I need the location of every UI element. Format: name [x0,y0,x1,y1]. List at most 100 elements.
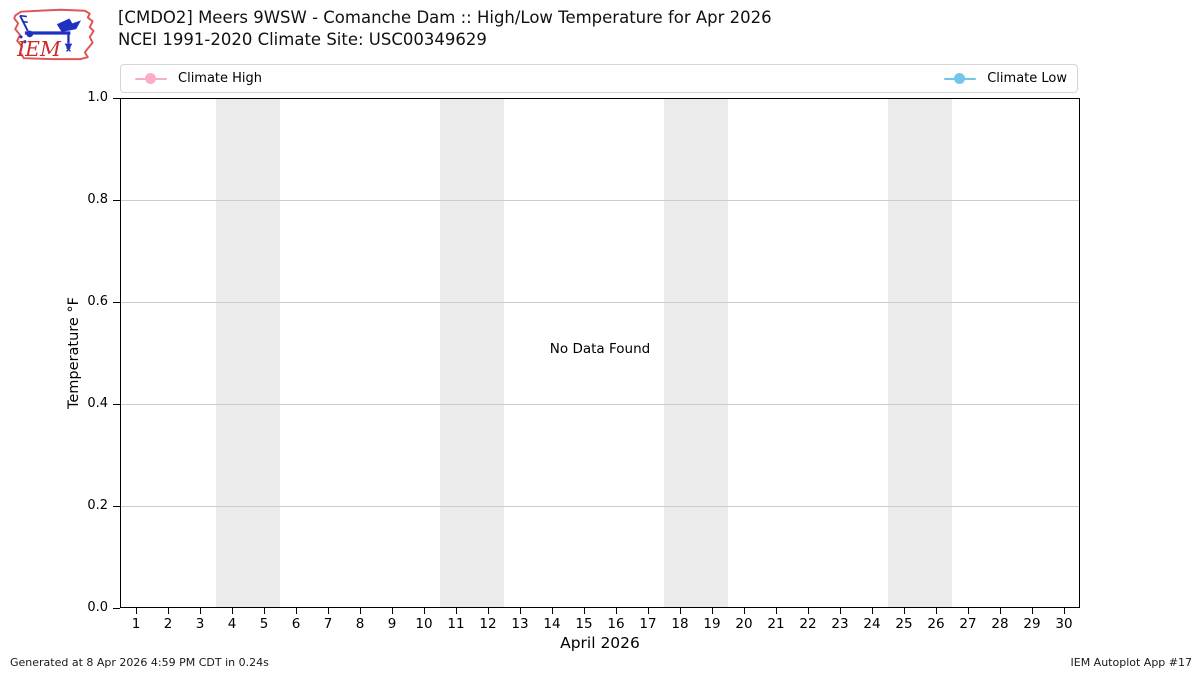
x-tick-label: 17 [639,616,657,632]
x-tick-mark [200,608,201,614]
legend-label-climate-low: Climate Low [987,71,1067,86]
x-tick-mark [328,608,329,614]
x-tick-label: 20 [735,616,753,632]
x-axis-label: April 2026 [560,634,640,652]
y-gridline [121,200,1079,201]
x-tick-label: 30 [1055,616,1073,632]
x-tick-label: 8 [355,616,365,632]
legend-label-climate-high: Climate High [178,71,263,86]
x-tick-mark [712,608,713,614]
generated-timestamp: Generated at 8 Apr 2026 4:59 PM CDT in 0… [10,656,269,669]
x-tick-mark [968,608,969,614]
x-tick-mark [488,608,489,614]
climate-high-marker-icon [135,73,167,85]
x-tick-mark [904,608,905,614]
climate-low-marker-icon [944,73,977,85]
legend-item-climate-high: Climate High [135,71,262,86]
x-tick-label: 2 [163,616,173,632]
x-tick-label: 21 [767,616,785,632]
x-tick-mark [360,608,361,614]
x-tick-label: 4 [227,616,237,632]
x-tick-mark [552,608,553,614]
y-axis-label: Temperature °F [66,296,82,410]
climate-low-dot [954,73,966,84]
chart-title-block: [CMDO2] Meers 9WSW - Comanche Dam :: Hig… [118,7,772,51]
y-tick-label: 0.6 [87,293,108,309]
weekend-shade-band [664,99,728,607]
x-tick-mark [840,608,841,614]
x-tick-label: 10 [415,616,433,632]
x-tick-mark [776,608,777,614]
x-tick-mark [648,608,649,614]
x-tick-label: 16 [607,616,625,632]
y-tick-mark [113,608,120,609]
x-tick-label: 29 [1023,616,1041,632]
x-tick-mark [264,608,265,614]
chart-subtitle: NCEI 1991-2020 Climate Site: USC00349629 [118,30,487,49]
x-tick-mark [1064,608,1065,614]
y-gridline [121,506,1079,507]
y-tick-label: 0.0 [87,599,108,615]
x-tick-label: 13 [511,616,529,632]
y-tick-label: 0.8 [87,191,108,207]
x-tick-mark [808,608,809,614]
x-tick-mark [680,608,681,614]
autoplot-app-credit: IEM Autoplot App #17 [1070,656,1193,669]
x-tick-label: 23 [831,616,849,632]
no-data-message: No Data Found [549,341,651,357]
chart-title: [CMDO2] Meers 9WSW - Comanche Dam :: Hig… [118,8,772,27]
weather-vane-icon [19,14,82,52]
x-tick-mark [744,608,745,614]
x-tick-label: 7 [323,616,333,632]
chart-legend: Climate High Climate Low [120,64,1078,93]
x-tick-mark [520,608,521,614]
weekend-shade-band [888,99,952,607]
weekend-shade-band [440,99,504,607]
plot-area: No Data Found [120,98,1080,608]
x-tick-label: 22 [799,616,817,632]
weekend-shade-band [216,99,280,607]
climate-high-dot [145,73,156,84]
y-tick-label: 1.0 [87,89,108,105]
y-tick-mark [113,506,120,507]
x-tick-mark [456,608,457,614]
x-tick-mark [616,608,617,614]
y-gridline [121,404,1079,405]
x-tick-mark [872,608,873,614]
y-tick-label: 0.4 [87,395,108,411]
x-tick-label: 18 [671,616,689,632]
x-tick-label: 11 [447,616,465,632]
x-tick-mark [392,608,393,614]
x-tick-label: 25 [895,616,913,632]
iem-logo-text: IEM [16,37,62,61]
x-tick-mark [584,608,585,614]
x-tick-label: 1 [131,616,141,632]
legend-item-climate-low: Climate Low [944,71,1067,86]
y-gridline [121,302,1079,303]
x-tick-label: 15 [575,616,593,632]
x-tick-mark [424,608,425,614]
x-tick-mark [136,608,137,614]
x-tick-label: 27 [959,616,977,632]
x-tick-label: 26 [927,616,945,632]
x-tick-mark [936,608,937,614]
x-tick-label: 6 [291,616,301,632]
y-tick-mark [113,302,120,303]
y-tick-label: 0.2 [87,497,108,513]
x-tick-mark [168,608,169,614]
x-tick-label: 5 [259,616,269,632]
iem-logo: IEM [13,8,95,61]
x-tick-label: 19 [703,616,721,632]
x-tick-label: 28 [991,616,1009,632]
y-tick-mark [113,98,120,99]
x-tick-mark [232,608,233,614]
x-tick-label: 24 [863,616,881,632]
x-tick-mark [1032,608,1033,614]
x-tick-mark [296,608,297,614]
x-tick-label: 9 [387,616,397,632]
y-tick-mark [113,404,120,405]
x-tick-label: 3 [195,616,205,632]
x-tick-mark [1000,608,1001,614]
x-tick-label: 12 [479,616,497,632]
